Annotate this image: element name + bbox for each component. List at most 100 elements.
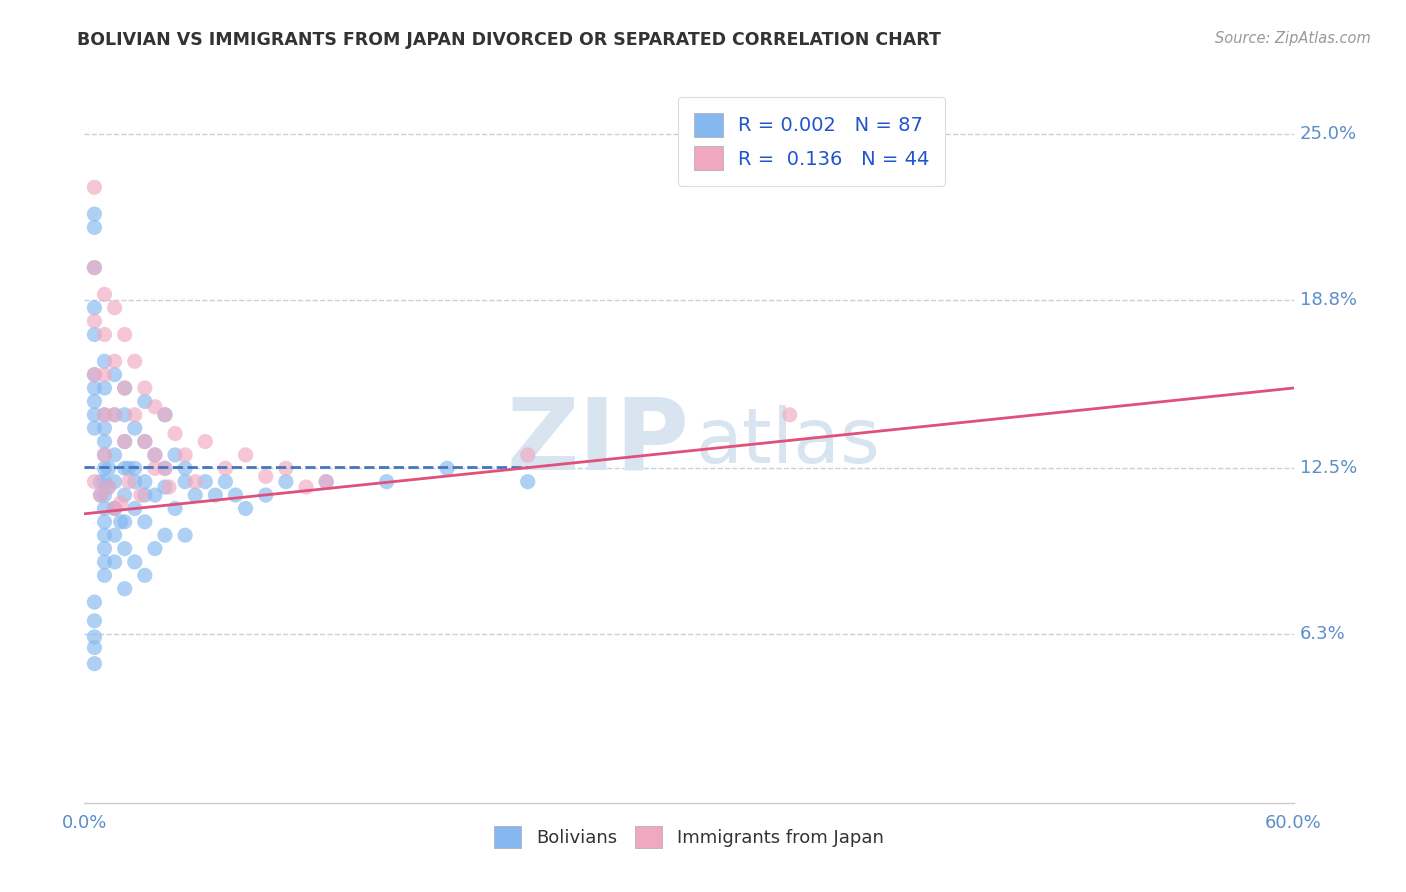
Point: [157, 480, 180, 494]
Point: [110, 515, 132, 529]
Point: [143, 400, 166, 414]
Point: [83, 408, 105, 422]
Point: [83, 640, 105, 655]
Point: [83, 421, 105, 435]
Point: [93, 528, 115, 542]
Point: [97, 480, 120, 494]
Point: [134, 568, 156, 582]
Point: [124, 555, 146, 569]
Point: [104, 501, 127, 516]
Text: 18.8%: 18.8%: [1299, 291, 1357, 309]
Text: 25.0%: 25.0%: [1299, 125, 1357, 143]
Point: [114, 541, 136, 556]
Point: [184, 488, 207, 502]
Text: 12.5%: 12.5%: [1299, 459, 1357, 477]
Point: [104, 448, 127, 462]
Point: [174, 461, 197, 475]
Point: [124, 354, 146, 368]
Point: [110, 496, 132, 510]
Point: [83, 595, 105, 609]
Point: [104, 354, 127, 368]
Point: [83, 314, 105, 328]
Point: [153, 461, 176, 475]
Point: [114, 434, 136, 449]
Point: [124, 501, 146, 516]
Point: [375, 475, 398, 489]
Point: [104, 501, 127, 516]
Point: [114, 327, 136, 342]
Point: [143, 461, 166, 475]
Point: [83, 630, 105, 644]
Point: [274, 461, 297, 475]
Point: [89, 488, 111, 502]
Point: [118, 475, 141, 489]
Legend: Bolivians, Immigrants from Japan: Bolivians, Immigrants from Japan: [486, 819, 891, 855]
Point: [83, 368, 105, 382]
Point: [83, 394, 105, 409]
Point: [83, 180, 105, 194]
Point: [83, 207, 105, 221]
Point: [134, 434, 156, 449]
Point: [114, 461, 136, 475]
Point: [83, 381, 105, 395]
Point: [516, 448, 538, 462]
Point: [114, 381, 136, 395]
Point: [83, 368, 105, 382]
Point: [235, 448, 257, 462]
Point: [165, 426, 187, 441]
Point: [83, 614, 105, 628]
Point: [93, 501, 115, 516]
Point: [83, 260, 105, 275]
Y-axis label: Divorced or Separated: Divorced or Separated: [0, 355, 7, 528]
Point: [143, 448, 166, 462]
Point: [143, 488, 166, 502]
Point: [89, 488, 111, 502]
Point: [134, 475, 156, 489]
Point: [315, 475, 337, 489]
Point: [83, 327, 105, 342]
Point: [104, 301, 127, 315]
Point: [104, 408, 127, 422]
Point: [93, 555, 115, 569]
Point: [114, 408, 136, 422]
Point: [93, 541, 115, 556]
Point: [93, 434, 115, 449]
Point: [93, 368, 115, 382]
Point: [93, 421, 115, 435]
Point: [129, 488, 152, 502]
Point: [83, 301, 105, 315]
Text: 6.3%: 6.3%: [1299, 625, 1346, 643]
Point: [194, 475, 217, 489]
Point: [114, 488, 136, 502]
Point: [134, 515, 156, 529]
Point: [114, 381, 136, 395]
Point: [83, 220, 105, 235]
Point: [104, 475, 127, 489]
Point: [214, 475, 236, 489]
Point: [134, 394, 156, 409]
Point: [235, 501, 257, 516]
Text: Source: ZipAtlas.com: Source: ZipAtlas.com: [1215, 31, 1371, 46]
Point: [97, 461, 120, 475]
Point: [93, 475, 115, 489]
Point: [104, 408, 127, 422]
Point: [174, 475, 197, 489]
Point: [83, 260, 105, 275]
Point: [83, 475, 105, 489]
Point: [104, 555, 127, 569]
Point: [93, 327, 115, 342]
Point: [104, 501, 127, 516]
Point: [295, 480, 318, 494]
Point: [274, 475, 297, 489]
Point: [97, 480, 120, 494]
Text: ZIP: ZIP: [506, 393, 689, 490]
Point: [93, 381, 115, 395]
Text: BOLIVIAN VS IMMIGRANTS FROM JAPAN DIVORCED OR SEPARATED CORRELATION CHART: BOLIVIAN VS IMMIGRANTS FROM JAPAN DIVORC…: [77, 31, 941, 49]
Point: [89, 475, 111, 489]
Point: [114, 434, 136, 449]
Point: [124, 461, 146, 475]
Point: [184, 475, 207, 489]
Text: atlas: atlas: [695, 405, 880, 478]
Point: [153, 408, 176, 422]
Point: [134, 381, 156, 395]
